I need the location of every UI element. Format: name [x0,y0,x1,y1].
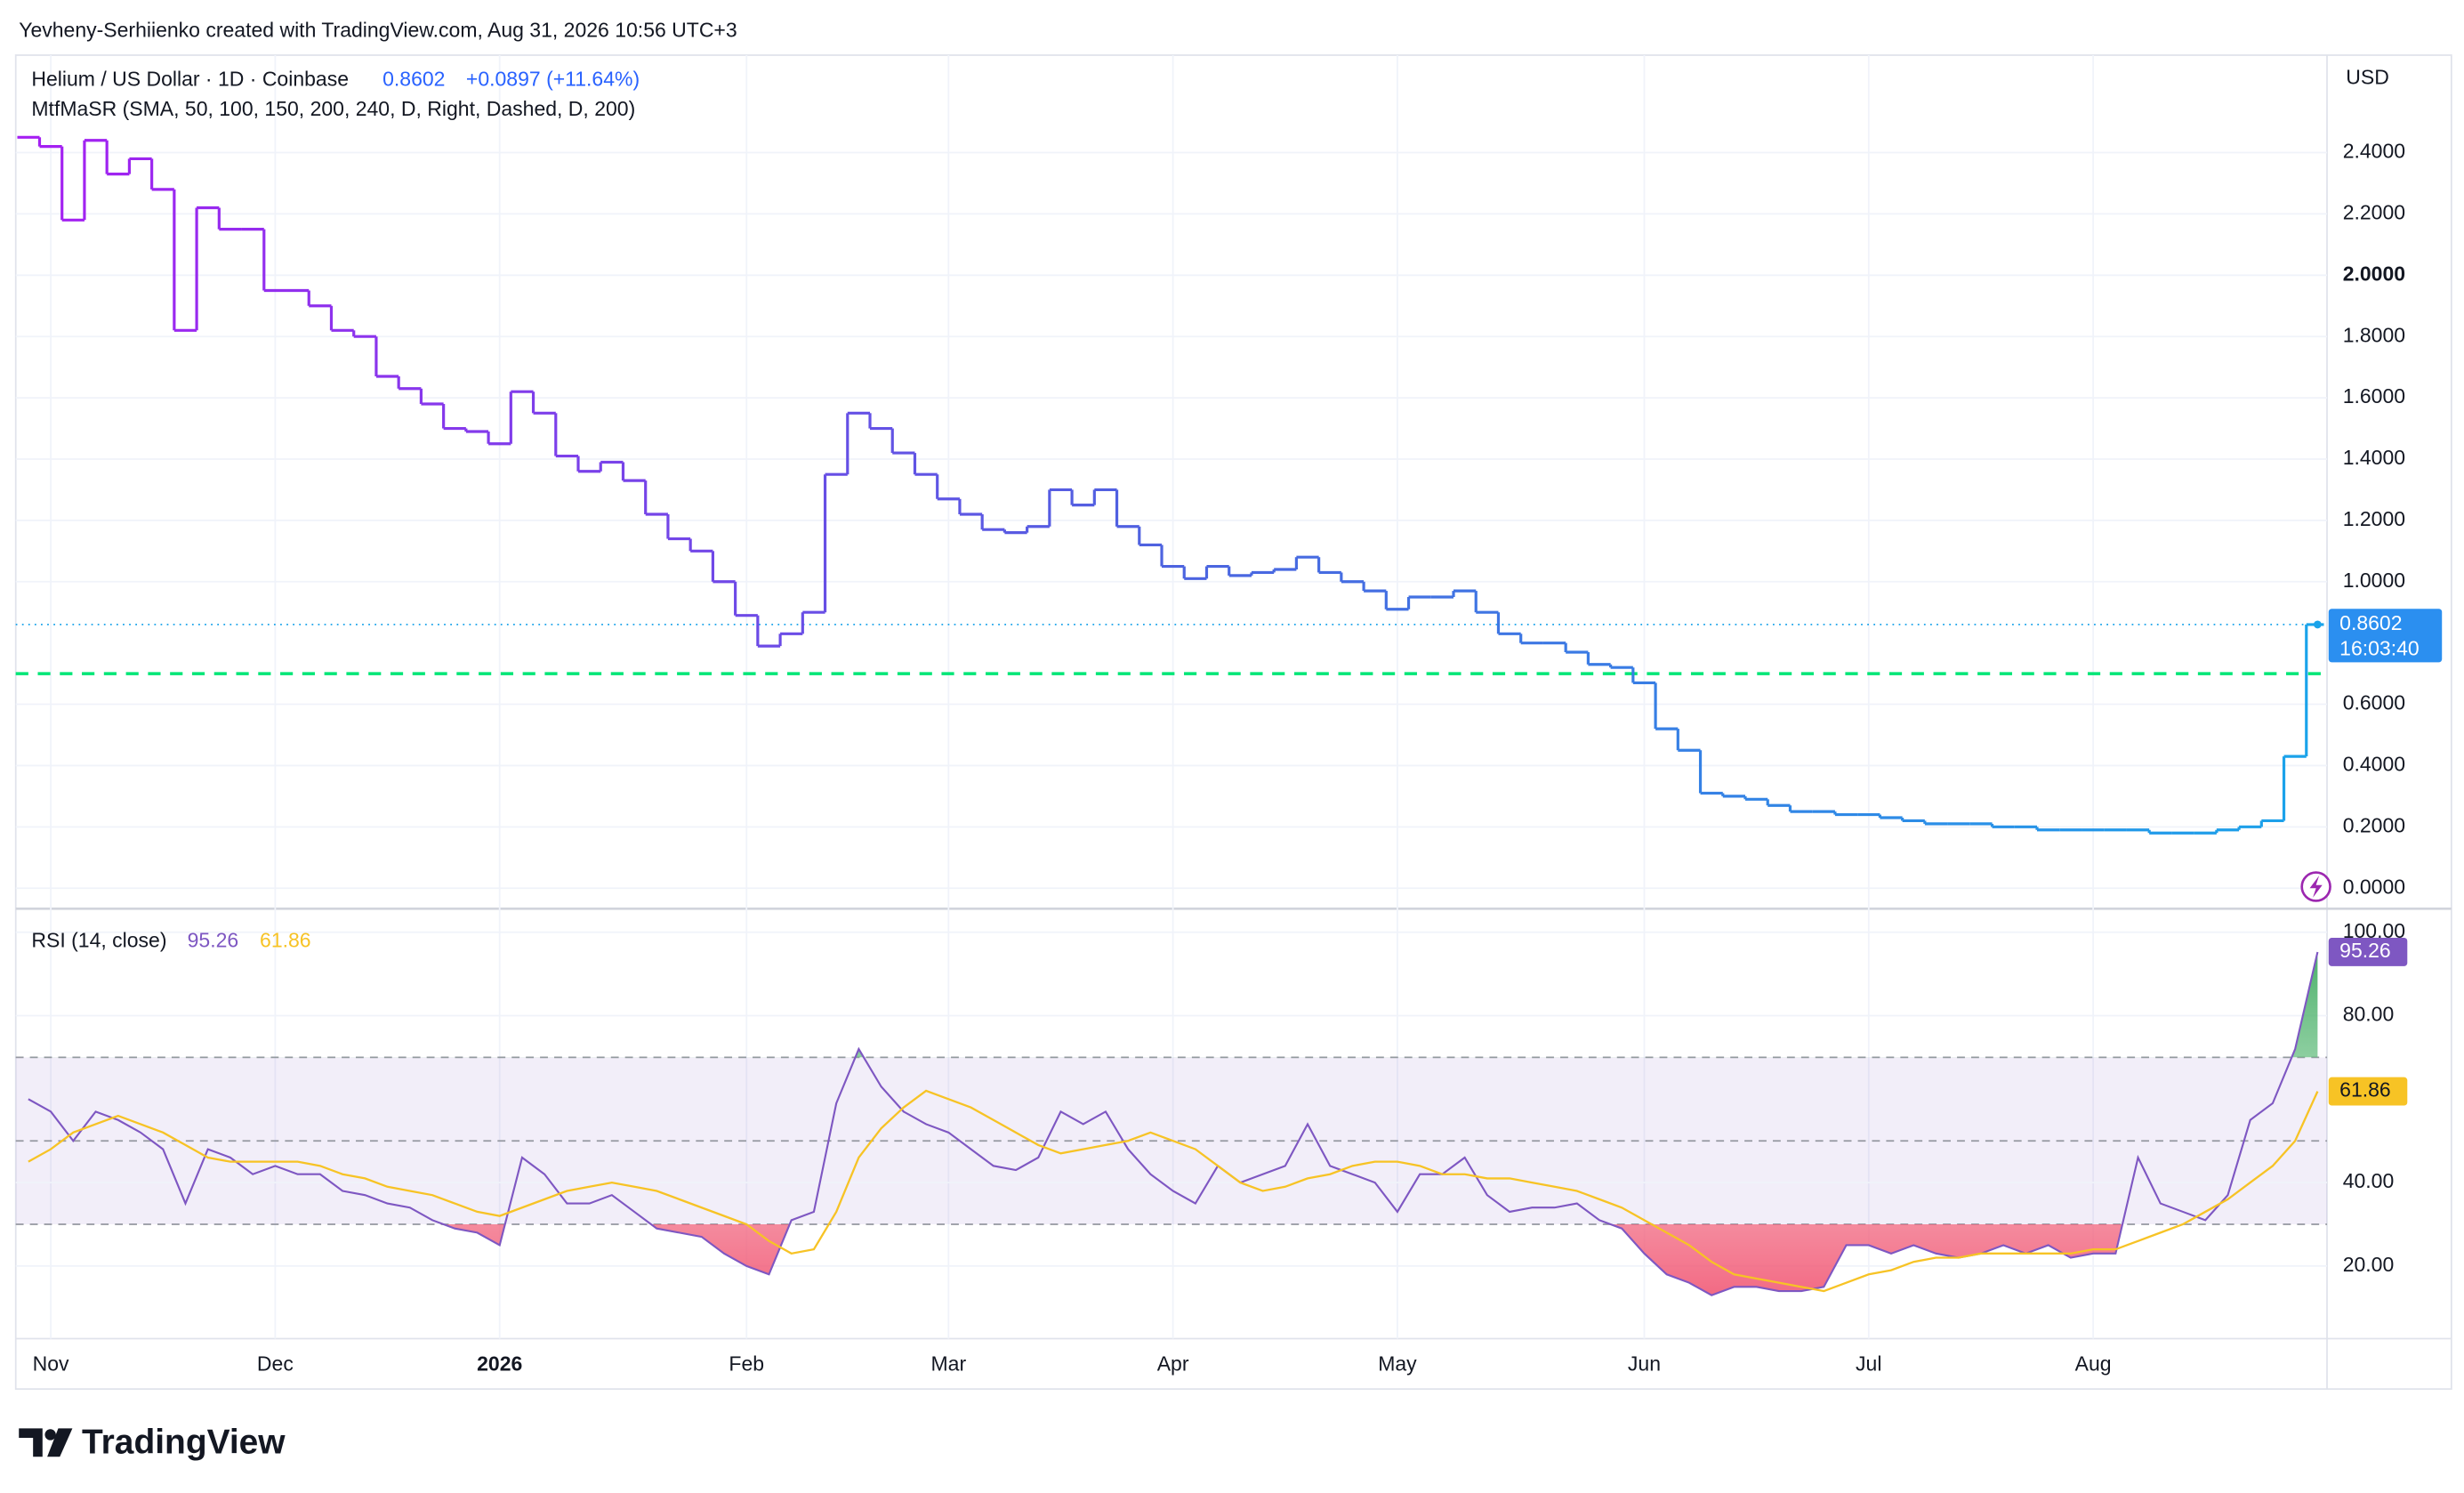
y-tick-label: 20.00 [2343,1253,2395,1276]
y-tick-label: 0.2000 [2343,813,2405,836]
rsi-value: 95.26 [188,929,239,952]
y-tick-label: 0.0000 [2343,875,2405,898]
rsi-tag-value: 95.26 [2339,939,2391,962]
y-tick-label: 2.0000 [2343,262,2405,285]
y-tick-label: 0.4000 [2343,753,2405,776]
x-tick-label: Aug [2075,1352,2112,1376]
rsi-tag-value: 61.86 [2339,1078,2391,1102]
logo-text: TradingView [82,1423,286,1461]
y-tick-label: 1.6000 [2343,384,2405,408]
rsi-tag [2328,938,2408,966]
currency: USD [2346,66,2389,89]
currency-box [2331,60,2445,98]
rsi-line [28,951,2319,1296]
x-tick-label: Jun [1628,1352,1661,1376]
y-tick-label: 1.0000 [2343,569,2405,592]
price-tag-countdown: 16:03:40 [2339,636,2420,659]
symbol-title: Helium / US Dollar · 1D · Coinbase [31,67,349,90]
logo-mark [19,1428,43,1457]
oversold-fill [28,1224,2318,1295]
x-tick-label: Feb [729,1352,764,1376]
x-tick-label: 2026 [477,1352,522,1376]
last-price: 0.8602 [382,67,445,90]
logo-dot [44,1429,56,1441]
y-tick-label: 1.2000 [2343,507,2405,530]
rsi-tag [2328,1077,2408,1106]
x-tick-label: Jul [1856,1352,1881,1376]
x-tick-label: Mar [931,1352,967,1376]
x-tick-label: Dec [257,1352,294,1376]
x-tick-label: May [1378,1352,1417,1376]
price-tag [2328,609,2443,663]
alert-bolt [2309,876,2323,898]
last-price-dot [2313,620,2322,629]
y-tick-label: 1.4000 [2343,446,2405,469]
chart-frame [14,54,2452,1391]
header: Yevheny-Serhiienko created with TradingV… [19,19,737,42]
price-tag-value: 0.8602 [2339,611,2402,634]
x-tick-label: Apr [1157,1352,1189,1376]
price-change: +0.0897 (+11.64%) [466,67,640,90]
rsi-ma-line [28,1089,2319,1293]
rsi-title: RSI (14, close) [31,929,166,952]
rsi-ma-value: 61.86 [260,929,311,952]
y-tick-label: 80.00 [2343,1003,2395,1026]
y-tick-label: 2.2000 [2343,200,2405,223]
indicator-legend: MtfMaSR (SMA, 50, 100, 150, 200, 240, D,… [31,97,635,120]
y-tick-label: 1.8000 [2343,323,2405,346]
tv-logo: TradingView [19,1423,286,1461]
x-tick-label: Nov [33,1352,69,1376]
y-tick-label: 40.00 [2343,1169,2395,1192]
y-tick-label: 0.6000 [2343,691,2405,714]
y-tick-label: 2.4000 [2343,140,2405,163]
logo-slash [47,1428,73,1457]
